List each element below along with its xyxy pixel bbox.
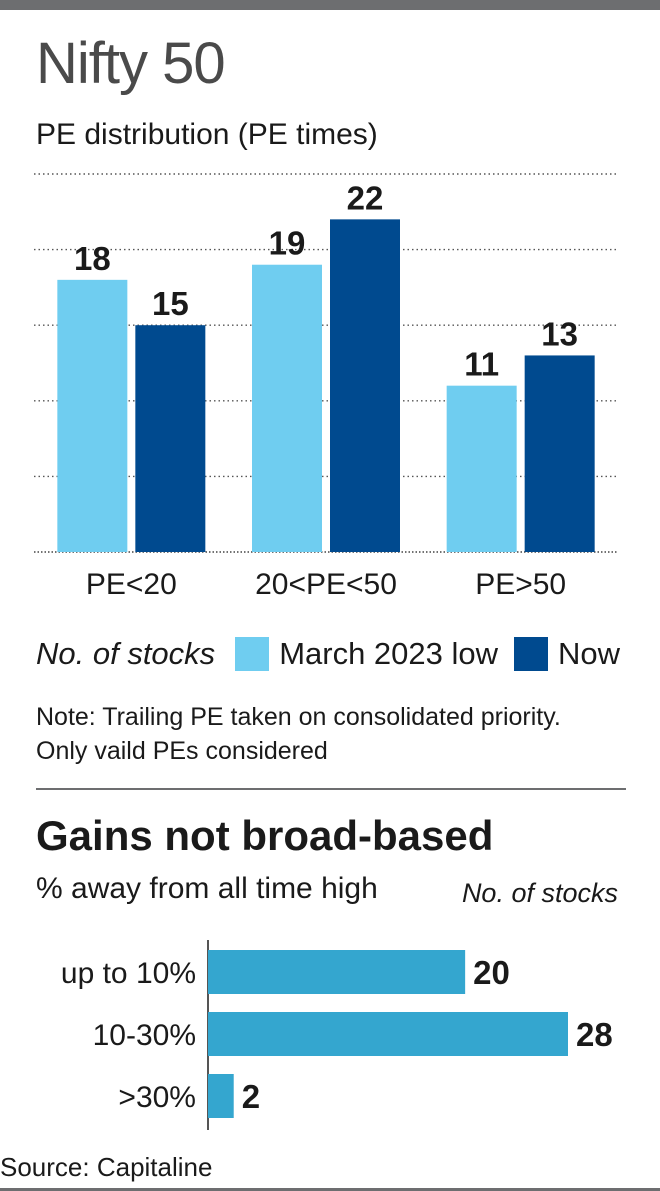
bottom-rule <box>0 1188 660 1191</box>
pe-bar-chart: 18 15 PE<20 19 22 20<PE<50 11 13 PE>50 <box>34 173 618 601</box>
x-tick-label: PE>50 <box>475 568 566 601</box>
bar-march-2 <box>446 385 517 552</box>
legend-item-march: March 2023 low <box>235 636 498 672</box>
hbar-value-label: 2 <box>242 1078 260 1115</box>
bar-now-1 <box>330 219 400 553</box>
bar-value-label: 15 <box>152 285 189 322</box>
hbar-1 <box>208 1012 568 1056</box>
second-chart-unit: No. of stocks <box>461 878 618 908</box>
note-line-2: Only vaild PEs considered <box>36 737 328 765</box>
bar-value-label: 19 <box>269 225 306 262</box>
chart-title: Nifty 50 <box>36 31 226 96</box>
bar-now-0 <box>135 325 206 552</box>
bar-value-label: 13 <box>541 315 578 352</box>
legend-title: No. of stocks <box>36 636 216 671</box>
bar-march-1 <box>252 264 322 552</box>
hbar-value-label: 20 <box>473 954 510 991</box>
bar-value-label: 18 <box>74 240 111 277</box>
source-note: Source: Capitaline <box>0 1152 213 1182</box>
bar-now-2 <box>524 355 595 552</box>
legend-text-march: March 2023 low <box>279 636 499 671</box>
second-chart-subtitle: % away from all time high <box>36 872 378 905</box>
hbar-category-label: >30% <box>118 1081 196 1114</box>
bar-value-label: 22 <box>347 179 384 216</box>
hbar-0 <box>208 950 466 994</box>
x-tick-label: PE<20 <box>86 568 177 601</box>
chart-subtitle: PE distribution (PE times) <box>36 118 378 151</box>
legend-swatch-now <box>514 637 549 671</box>
hbar-2 <box>208 1074 234 1118</box>
legend-item-now: Now <box>514 636 620 672</box>
second-chart-title: Gains not broad-based <box>36 812 494 859</box>
hbar-category-label: up to 10% <box>61 957 196 990</box>
gains-hbar-chart: up to 10% 20 10-30% 28 >30% 2 <box>61 940 613 1130</box>
bar-march-0 <box>57 279 128 552</box>
legend-swatch-march <box>235 637 270 671</box>
note-line-1: Note: Trailing PE taken on consolidated … <box>36 703 561 731</box>
legend-text-now: Now <box>558 636 621 671</box>
legend: No. of stocks March 2023 low Now <box>36 632 636 676</box>
section-divider <box>36 788 626 790</box>
hbar-value-label: 28 <box>576 1016 613 1053</box>
hbar-category-label: 10-30% <box>93 1019 196 1052</box>
bar-value-label: 11 <box>464 346 499 383</box>
top-rule <box>0 0 660 10</box>
x-tick-label: 20<PE<50 <box>255 568 397 601</box>
note: Note: Trailing PE taken on consolidated … <box>36 700 561 768</box>
